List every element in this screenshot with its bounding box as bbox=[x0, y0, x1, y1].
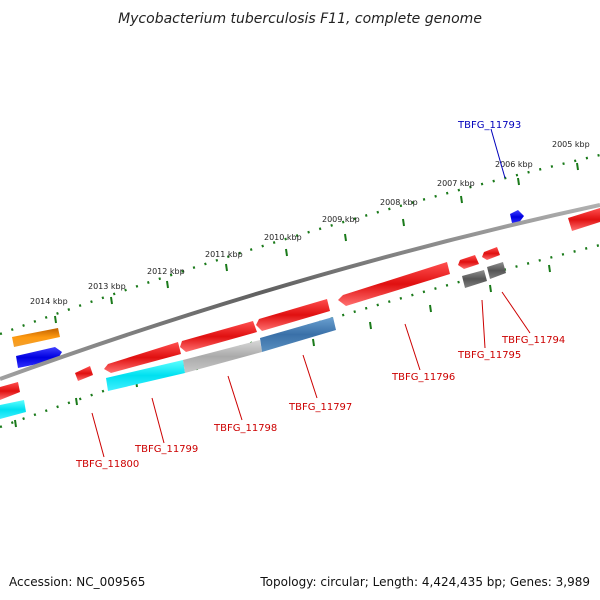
gene-tbfg-11799 bbox=[104, 342, 181, 373]
label-tbfg-11800: TBFG_11800 bbox=[75, 459, 139, 470]
gene-edge-red bbox=[0, 382, 20, 400]
kbp-label-2011: 2011 kbp bbox=[205, 250, 243, 259]
gene-darkgray-1 bbox=[462, 270, 487, 288]
gene-steelblue bbox=[260, 317, 336, 352]
kbp-label-2008: 2008 kbp bbox=[380, 198, 418, 207]
gene-tbfg-11794 bbox=[482, 247, 500, 260]
kbp-label-2012: 2012 kbp bbox=[147, 267, 185, 276]
label-tbfg-11795: TBFG_11795 bbox=[457, 350, 521, 361]
gene-cyan bbox=[106, 360, 185, 391]
genome-summary-text: Topology: circular; Length: 4,424,435 bp… bbox=[259, 575, 590, 589]
gene-tbfg-11798 bbox=[180, 321, 257, 352]
gene-tbfg-11796 bbox=[338, 262, 450, 306]
kbp-label-2006: 2006 kbp bbox=[495, 160, 533, 169]
gene-blue-large bbox=[16, 347, 62, 368]
kbp-label-2007: 2007 kbp bbox=[437, 179, 475, 188]
gene-gray bbox=[183, 340, 262, 373]
kbp-label-2013: 2013 kbp bbox=[88, 282, 126, 291]
gene-cyan-left bbox=[0, 400, 26, 419]
label-tbfg-11798: TBFG_11798 bbox=[213, 423, 277, 434]
genome-backbone bbox=[0, 203, 600, 381]
kbp-label-2009: 2009 kbp bbox=[322, 215, 360, 224]
gene-tbfg-11800 bbox=[75, 366, 93, 381]
kbp-label-2010: 2010 kbp bbox=[264, 233, 302, 242]
gene-tbfg-11797 bbox=[256, 299, 330, 331]
label-tbfg-11797: TBFG_11797 bbox=[288, 402, 352, 413]
label-tbfg-11793: TBFG_11793 bbox=[457, 120, 521, 131]
accession-text: Accession: NC_009565 bbox=[9, 575, 145, 589]
lower-track-genes bbox=[0, 262, 506, 419]
inner-track-genes bbox=[0, 208, 600, 400]
gene-tbfg-11795 bbox=[458, 255, 479, 269]
leader-lines bbox=[91, 128, 531, 458]
label-tbfg-11799: TBFG_11799 bbox=[134, 444, 198, 455]
gene-orange bbox=[12, 328, 60, 347]
outer-track-genes bbox=[12, 210, 524, 368]
gene-tbfg-11793 bbox=[510, 210, 524, 224]
gene-right-edge bbox=[568, 208, 600, 231]
label-tbfg-11796: TBFG_11796 bbox=[391, 372, 455, 383]
gene-labels: TBFG_11793 TBFG_11794 TBFG_11795 TBFG_11… bbox=[75, 120, 565, 470]
kbp-label-2005: 2005 kbp bbox=[552, 140, 590, 149]
kbp-label-2014: 2014 kbp bbox=[30, 297, 68, 306]
gene-darkgray-2 bbox=[487, 262, 506, 279]
outer-major-ticks bbox=[54, 162, 579, 324]
label-tbfg-11794: TBFG_11794 bbox=[501, 335, 565, 346]
scale-labels: 2014 kbp 2013 kbp 2012 kbp 2011 kbp 2010… bbox=[30, 140, 590, 306]
map-title: Mycobacterium tuberculosis F11, complete… bbox=[118, 11, 482, 27]
